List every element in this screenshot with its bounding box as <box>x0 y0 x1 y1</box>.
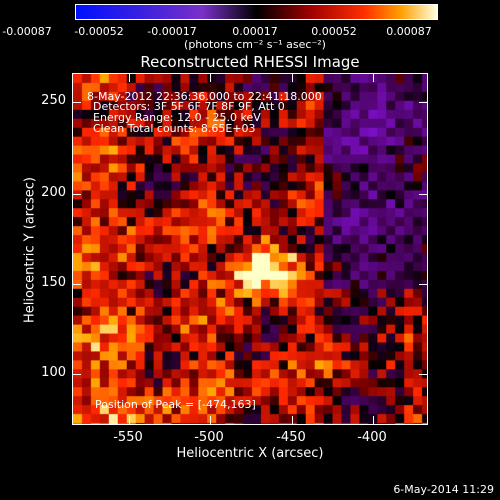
y-tick-label: 150 <box>41 275 66 290</box>
y-axis-title: Heliocentric Y (arcsec) <box>22 177 38 323</box>
x-tick-label: -500 <box>194 430 224 445</box>
rhessi-image: 8-May-2012 22:36:36.000 to 22:41:18.000 … <box>72 73 428 425</box>
x-tick-mark <box>129 416 130 424</box>
y-tick-mark-right <box>419 284 427 285</box>
colorbar-tick: -0.00017 <box>147 25 197 38</box>
time-range-label: 8-May-2012 22:36:36.000 to 22:41:18.000 <box>87 90 322 103</box>
x-tick-mark <box>292 416 293 424</box>
timestamp: 6-May-2014 11:29 <box>393 483 494 496</box>
y-tick-mark <box>73 284 81 285</box>
y-tick-label: 200 <box>41 185 66 200</box>
y-tick-mark <box>73 102 81 103</box>
colorbar-tick: -0.00052 <box>74 25 124 38</box>
peak-position-label: Position of Peak = [-474,163] <box>95 398 256 411</box>
image-heatmap <box>73 74 427 424</box>
x-tick-mark-top <box>373 74 374 82</box>
detectors-label: Detectors: 3F 5F 6F 7F 8F 9F, Att 0 <box>93 100 285 113</box>
y-tick-label: 100 <box>41 365 66 380</box>
x-tick-mark-top <box>292 74 293 82</box>
colorbar-units: (photons cm⁻² s⁻¹ asec⁻²) <box>184 38 326 51</box>
x-axis-title: Heliocentric X (arcsec) <box>176 446 324 461</box>
y-tick-mark-right <box>419 374 427 375</box>
y-tick-label: 250 <box>41 93 66 108</box>
x-tick-label: -400 <box>357 430 387 445</box>
clean-counts-label: Clean Total counts: 8.65E+03 <box>93 122 256 135</box>
x-tick-label: -450 <box>276 430 306 445</box>
x-tick-mark-top <box>210 74 211 82</box>
colorbar-tick: -0.00087 <box>2 25 52 38</box>
colorbar <box>75 4 438 20</box>
colorbar-tick: 0.00052 <box>311 25 357 38</box>
x-tick-mark-top <box>129 74 130 82</box>
y-tick-mark-right <box>419 194 427 195</box>
x-tick-mark <box>373 416 374 424</box>
y-tick-mark <box>73 374 81 375</box>
colorbar-gradient <box>76 5 437 19</box>
y-tick-mark <box>73 194 81 195</box>
plot-title: Reconstructed RHESSI Image <box>140 53 360 71</box>
x-tick-label: -550 <box>113 430 143 445</box>
colorbar-tick: 0.00087 <box>386 25 432 38</box>
colorbar-tick: 0.00017 <box>232 25 278 38</box>
y-tick-mark-right <box>419 102 427 103</box>
energy-range-label: Energy Range: 12.0 - 25.0 keV <box>93 111 261 124</box>
x-tick-mark <box>210 416 211 424</box>
